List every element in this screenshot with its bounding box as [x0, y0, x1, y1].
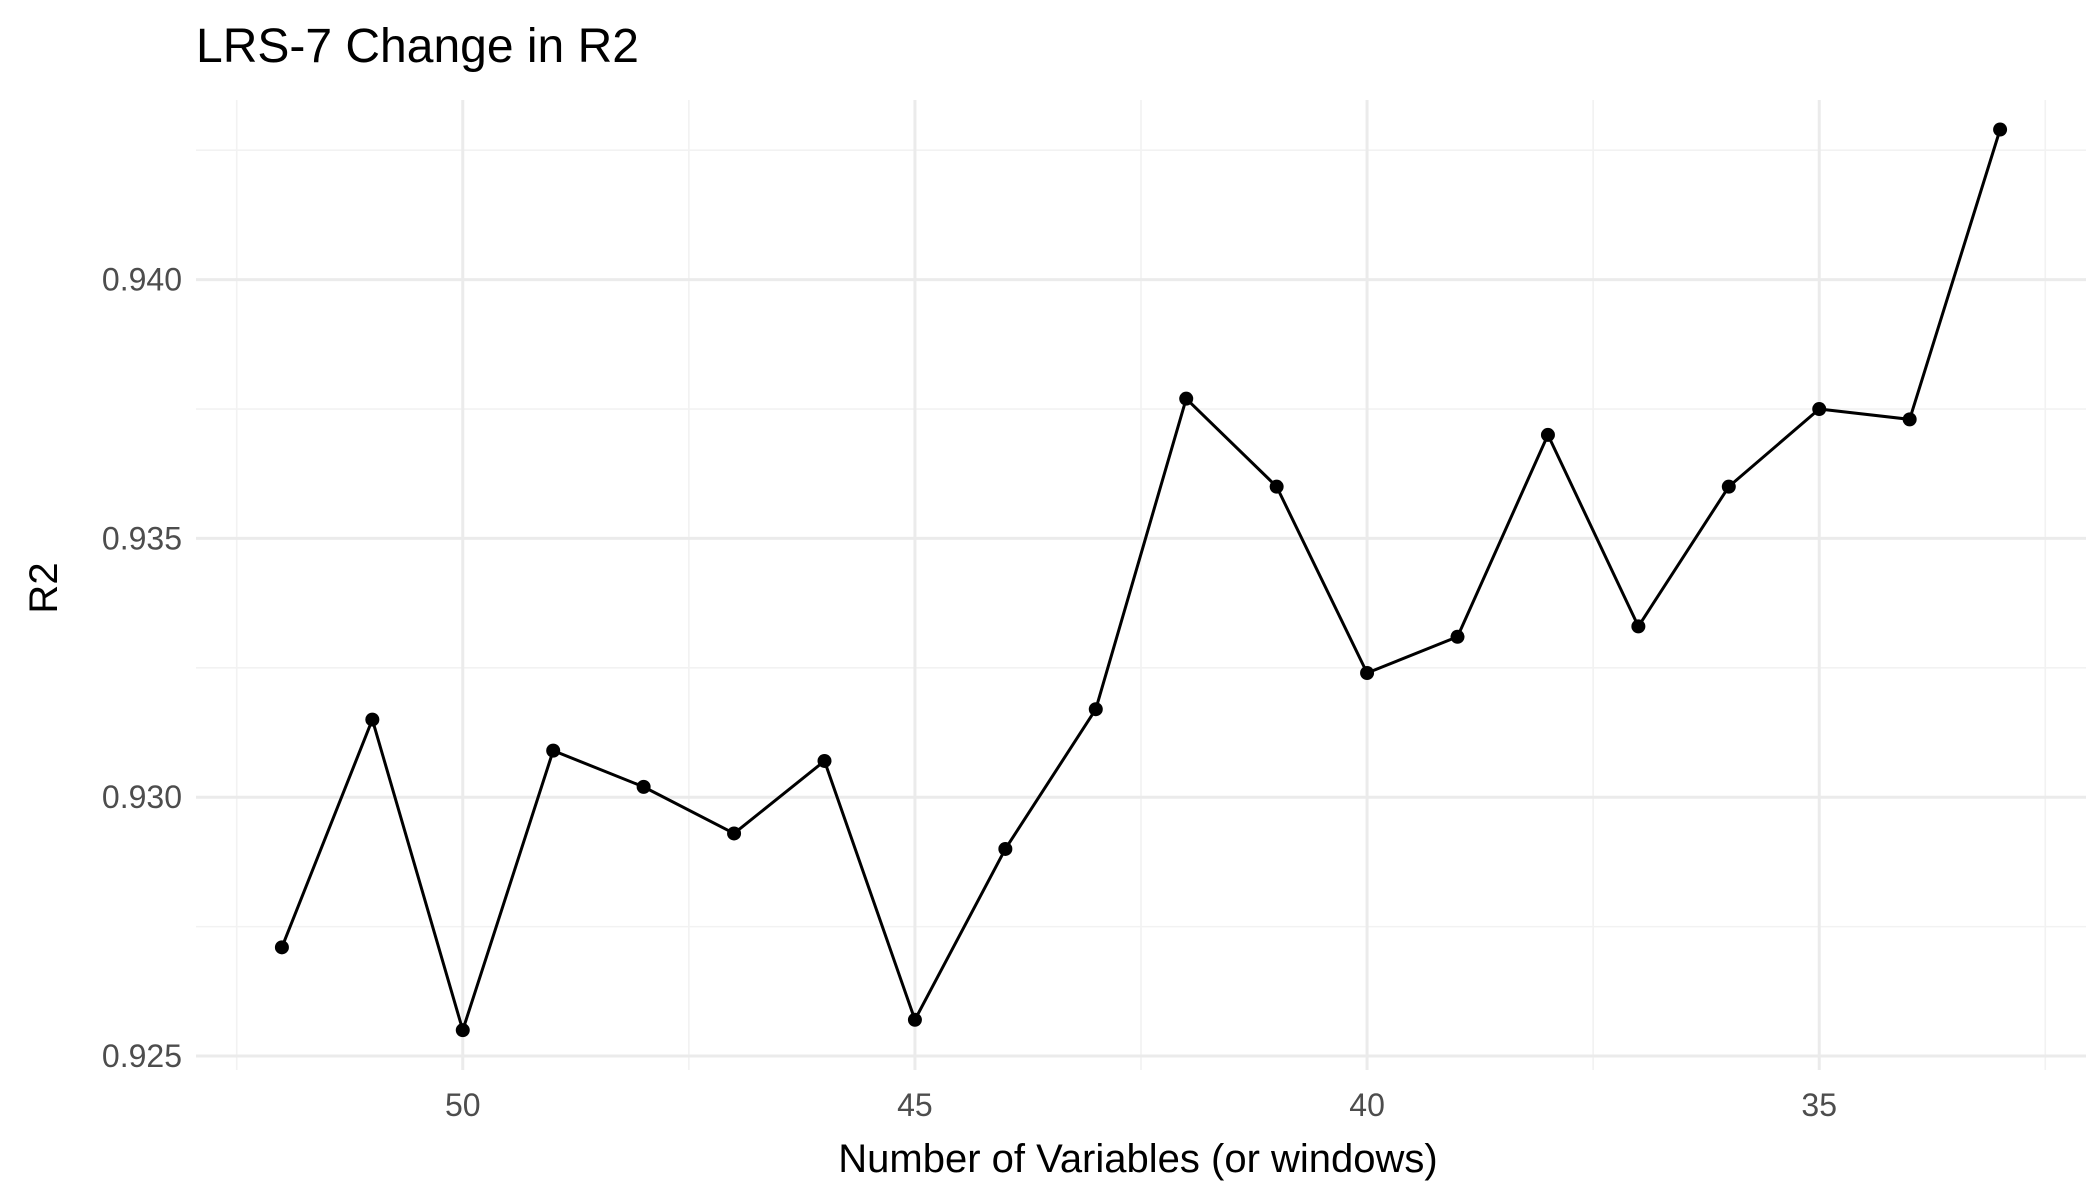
- x-tick-label: 40: [1349, 1087, 1385, 1123]
- data-point: [1721, 479, 1736, 494]
- data-point: [727, 826, 742, 841]
- y-axis-title: R2: [22, 562, 66, 613]
- data-point: [907, 1012, 922, 1027]
- data-point: [1993, 122, 2008, 137]
- data-point: [1179, 391, 1194, 406]
- data-point: [1360, 665, 1375, 680]
- data-point: [1540, 427, 1555, 442]
- y-tick-label: 0.935: [102, 520, 182, 556]
- data-point: [1902, 412, 1917, 427]
- y-tick-label: 0.925: [102, 1038, 182, 1074]
- y-tick-label: 0.940: [102, 262, 182, 298]
- data-point: [365, 712, 380, 727]
- minor-gridlines: [196, 100, 2086, 1070]
- data-point: [274, 940, 289, 955]
- chart-title: LRS-7 Change in R2: [196, 20, 639, 73]
- data-point: [1631, 619, 1646, 634]
- data-point: [1088, 702, 1103, 717]
- x-tick-label: 35: [1801, 1087, 1837, 1123]
- x-tick-label: 50: [445, 1087, 481, 1123]
- data-point: [546, 743, 561, 758]
- x-axis-title: Number of Variables (or windows): [838, 1137, 1437, 1181]
- series: [274, 122, 2008, 1038]
- tick-labels: 50 45 40 35 0.925 0.930 0.935 0.940: [102, 262, 1837, 1123]
- series-line: [280, 129, 2002, 1032]
- data-point: [1812, 402, 1827, 417]
- data-point: [636, 779, 651, 794]
- major-gridlines: [196, 100, 2086, 1070]
- y-tick-label: 0.930: [102, 779, 182, 815]
- data-point: [1269, 479, 1284, 494]
- data-point: [1450, 629, 1465, 644]
- data-point: [455, 1023, 470, 1038]
- x-tick-label: 45: [897, 1087, 933, 1123]
- data-point: [998, 841, 1013, 856]
- data-point: [817, 753, 832, 768]
